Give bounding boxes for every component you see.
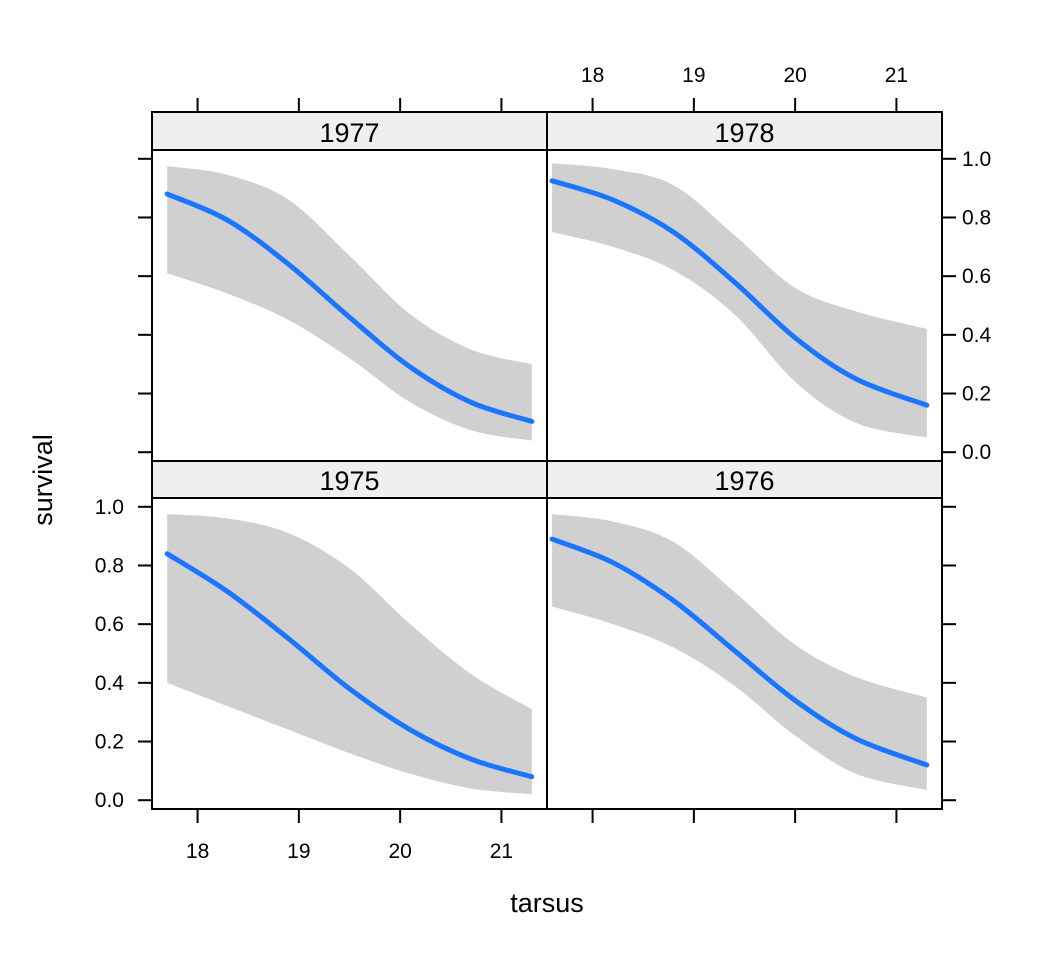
strip-label-1978: 1978: [714, 118, 774, 148]
x-tick-label-top-18: 18: [581, 64, 604, 87]
strip-label-1975: 1975: [319, 466, 379, 496]
y-tick-label-left-0.0: 0.0: [95, 789, 124, 812]
y-tick-label-left-1.0: 1.0: [95, 496, 124, 519]
line-layer: [164, 178, 930, 780]
y-axis-title: survival: [28, 434, 58, 526]
strip-1978: [547, 112, 942, 150]
strip-1977: [152, 112, 547, 150]
x-tick-label-bottom-19: 19: [287, 840, 310, 863]
confidence-band-1975: [167, 514, 532, 795]
y-tick-label-right-0.4: 0.4: [962, 324, 992, 347]
frame-layer: 1977 1978 1975 1976: [151, 111, 943, 810]
x-tick-label-top-21: 21: [885, 64, 908, 87]
x-tick-label-top-20: 20: [783, 64, 806, 87]
y-tick-label-right-0.0: 0.0: [962, 441, 991, 464]
strip-label-1976: 1976: [714, 466, 774, 496]
confidence-band-1978: [552, 163, 927, 438]
tick-layer: 18 19 20 21 18 19 20 21 0.0 0.2 0.4 0.6 0.8 1.0 0.0 0.2…: [95, 64, 992, 863]
strip-1976: [547, 461, 942, 498]
confidence-band-1977: [167, 166, 532, 441]
fit-line-1976: [549, 536, 930, 768]
y-tick-label-right-1.0: 1.0: [962, 148, 991, 171]
strip-label-1977: 1977: [319, 118, 379, 148]
y-tick-label-right-0.6: 0.6: [962, 265, 991, 288]
y-tick-label-right-0.8: 0.8: [962, 206, 991, 229]
x-tick-label-top-19: 19: [682, 64, 705, 87]
x-tick-label-bottom-20: 20: [388, 840, 411, 863]
x-tick-label-bottom-18: 18: [186, 840, 209, 863]
fit-line-1975: [164, 551, 535, 780]
y-tick-label-left-0.8: 0.8: [95, 554, 124, 577]
y-tick-label-left-0.6: 0.6: [95, 613, 124, 636]
y-tick-label-left-0.2: 0.2: [95, 731, 124, 754]
panel-frame-bottom-right: [546, 460, 943, 810]
fit-line-1977: [164, 191, 535, 424]
x-axis-title: tarsus: [510, 888, 584, 918]
x-tick-label-bottom-21: 21: [490, 840, 513, 863]
strip-1975: [152, 461, 547, 498]
y-tick-label-right-0.2: 0.2: [962, 383, 991, 406]
y-tick-label-left-0.4: 0.4: [95, 672, 125, 695]
fit-line-1978: [549, 178, 930, 408]
